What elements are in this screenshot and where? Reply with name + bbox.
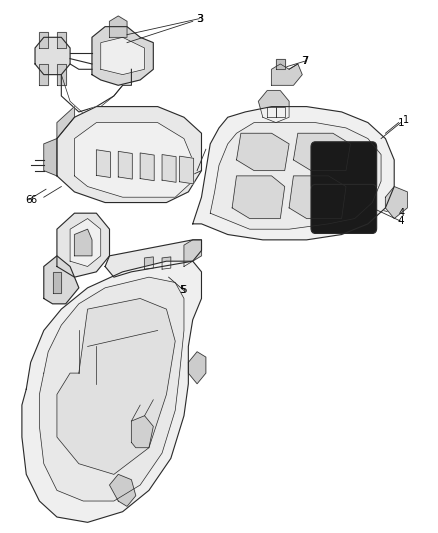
Polygon shape (118, 151, 132, 179)
Text: 2: 2 (180, 174, 187, 183)
Polygon shape (57, 107, 74, 139)
Text: 4: 4 (399, 208, 405, 218)
Circle shape (190, 162, 195, 168)
Polygon shape (74, 123, 193, 197)
Polygon shape (210, 123, 381, 229)
Polygon shape (162, 155, 176, 182)
Polygon shape (74, 229, 92, 256)
Polygon shape (57, 213, 110, 277)
Polygon shape (232, 176, 285, 219)
Text: 7: 7 (301, 56, 308, 66)
Polygon shape (237, 133, 289, 171)
Polygon shape (131, 416, 153, 448)
FancyBboxPatch shape (311, 142, 377, 191)
Polygon shape (44, 256, 79, 304)
Polygon shape (101, 37, 145, 75)
Polygon shape (96, 150, 110, 177)
Polygon shape (193, 107, 394, 240)
Polygon shape (385, 187, 407, 219)
Text: 1: 1 (403, 115, 409, 125)
Polygon shape (145, 257, 153, 269)
Polygon shape (267, 107, 276, 117)
Text: 5: 5 (180, 286, 186, 295)
Polygon shape (276, 107, 285, 117)
Polygon shape (39, 64, 48, 85)
Polygon shape (289, 176, 346, 219)
FancyBboxPatch shape (311, 184, 377, 233)
Text: 5: 5 (180, 286, 187, 295)
Polygon shape (39, 32, 48, 48)
Polygon shape (188, 352, 206, 384)
Polygon shape (110, 474, 136, 506)
Circle shape (186, 130, 191, 136)
Polygon shape (22, 261, 201, 522)
Text: 2: 2 (184, 174, 190, 183)
Polygon shape (184, 240, 201, 266)
Text: 6: 6 (31, 195, 37, 205)
Polygon shape (258, 91, 289, 123)
Text: 3: 3 (197, 14, 203, 23)
Polygon shape (276, 59, 285, 69)
Circle shape (59, 141, 64, 147)
Polygon shape (35, 37, 70, 75)
Polygon shape (162, 257, 171, 269)
Polygon shape (105, 240, 201, 277)
Polygon shape (57, 298, 175, 474)
Polygon shape (70, 219, 101, 266)
Polygon shape (57, 107, 201, 203)
Polygon shape (140, 153, 154, 181)
Text: 6: 6 (25, 195, 32, 205)
Text: 4: 4 (397, 216, 404, 226)
Polygon shape (53, 272, 61, 293)
Polygon shape (57, 32, 66, 48)
Text: 1: 1 (397, 118, 404, 127)
Polygon shape (272, 64, 302, 85)
Polygon shape (180, 156, 194, 184)
Polygon shape (110, 16, 127, 37)
Circle shape (59, 167, 64, 174)
Polygon shape (57, 64, 66, 85)
Text: 3: 3 (196, 14, 203, 23)
Polygon shape (92, 27, 153, 85)
Polygon shape (39, 277, 184, 501)
Polygon shape (293, 133, 350, 171)
Text: 7: 7 (302, 56, 308, 66)
Polygon shape (44, 139, 57, 176)
